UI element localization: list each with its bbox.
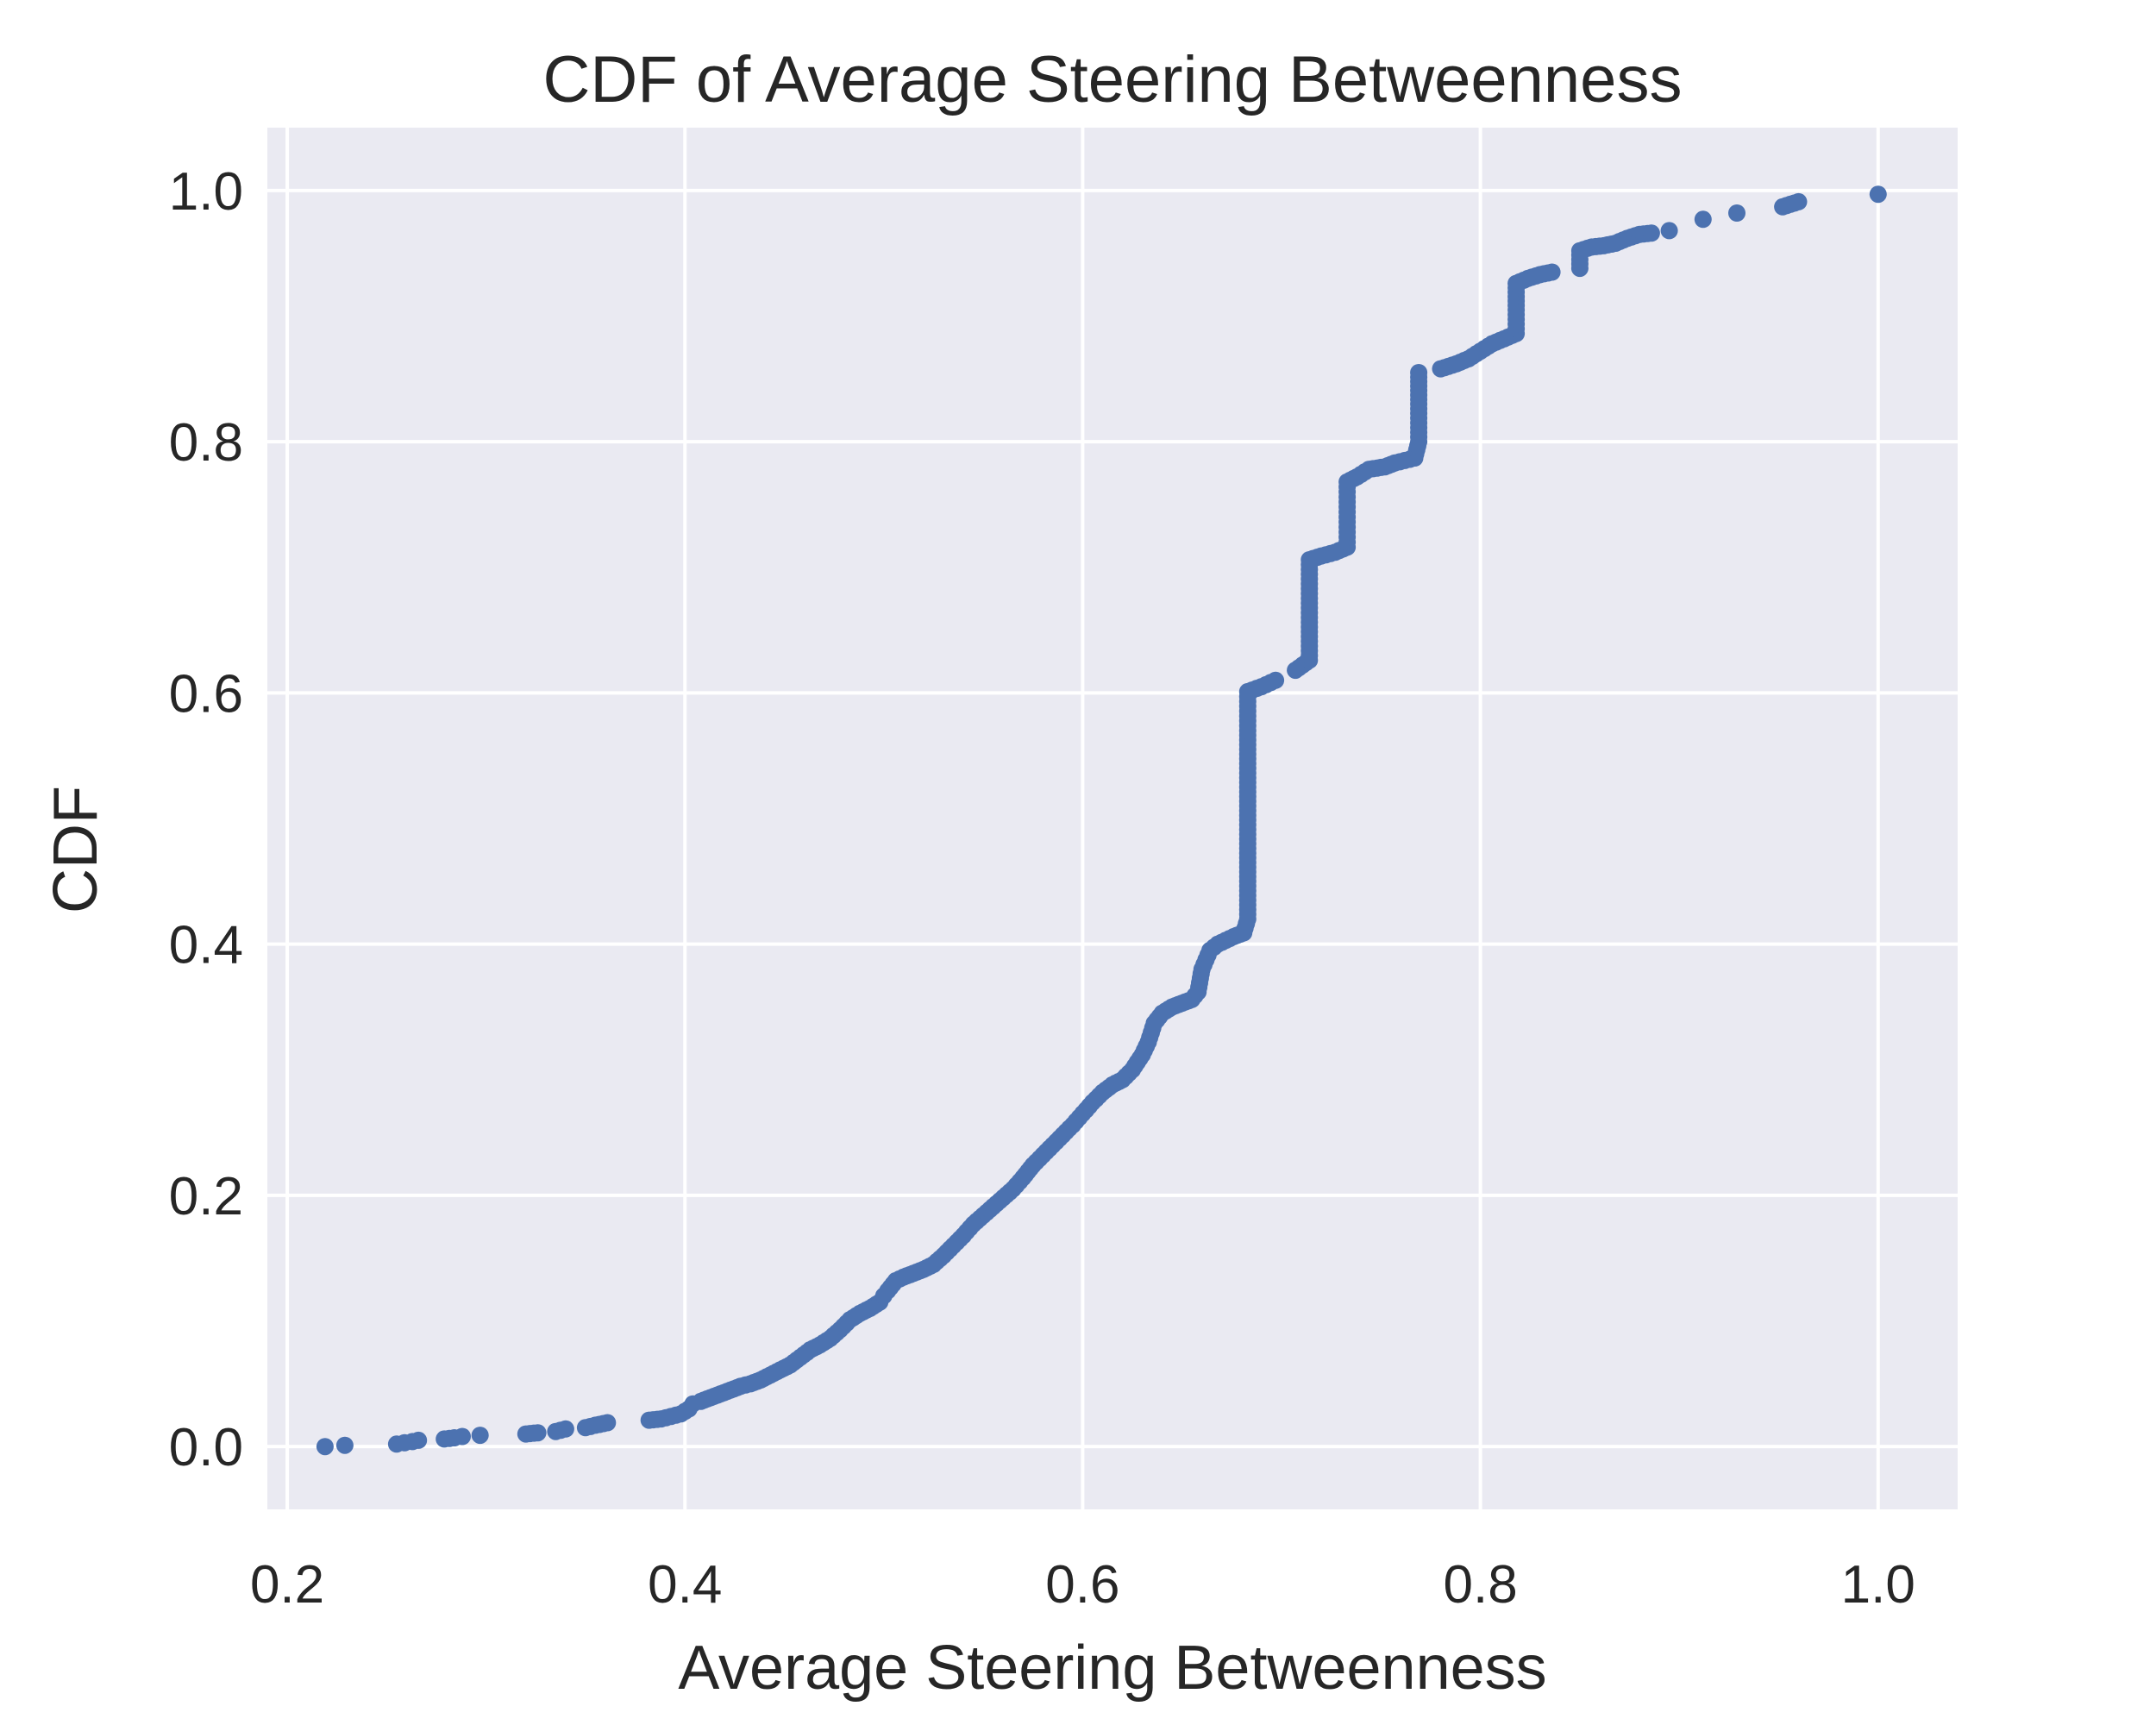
tick-labels: 0.2 0.4 0.6 0.8 1.0 0.0 0.2 0.4 0.6 0.8 1.0 [169,162,1915,1615]
data-point [1694,210,1712,229]
data-point [1543,263,1561,281]
data-point [1660,222,1678,240]
data-point [1267,671,1285,689]
y-tick-label: 0.0 [169,1418,243,1477]
data-point [599,1414,617,1432]
x-axis-label: Average Steering Betweenness [678,1634,1546,1703]
data-point [1642,224,1660,242]
x-tick-label: 0.6 [1045,1555,1119,1615]
data-point [316,1438,334,1456]
y-tick-label: 1.0 [169,162,243,222]
data-point [335,1436,354,1454]
data-series [316,185,1887,1456]
x-tick-label: 0.8 [1443,1555,1517,1615]
data-point [1410,364,1428,381]
data-point [471,1427,489,1445]
chart-title: CDF of Average Steering Betweenness [543,43,1683,116]
data-point [454,1427,471,1446]
y-tick-label: 0.2 [169,1167,243,1226]
data-point [556,1420,574,1438]
data-point [1869,185,1887,204]
data-point [529,1424,547,1442]
x-tick-label: 0.4 [648,1555,722,1615]
plot-area [267,128,1958,1509]
y-tick-label: 0.6 [169,664,243,724]
grid-lines [267,128,1958,1509]
y-tick-label: 0.8 [169,413,243,473]
data-point [1728,204,1745,222]
x-tick-label: 1.0 [1841,1555,1915,1615]
x-tick-label: 0.2 [250,1555,324,1615]
y-axis-label: CDF [41,786,110,913]
y-tick-label: 0.4 [169,916,243,975]
data-point [410,1431,428,1449]
data-point [1789,192,1808,210]
